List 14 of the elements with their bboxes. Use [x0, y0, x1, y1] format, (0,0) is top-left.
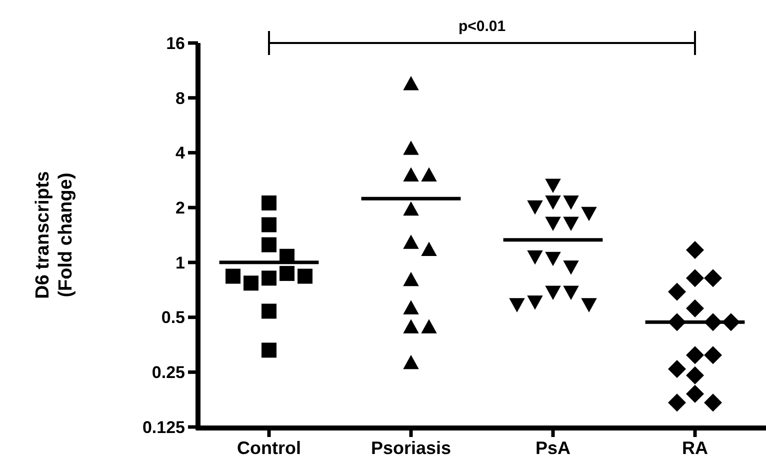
y-tick-label: 16: [166, 34, 185, 53]
x-tick-label: Control: [237, 438, 301, 458]
x-tick-label: Psoriasis: [370, 438, 452, 458]
y-tick-label: 0.5: [161, 308, 185, 328]
text: p<0.01: [458, 18, 506, 35]
x-tick-label: PsA: [535, 438, 571, 458]
y-tick-label: 2: [176, 198, 185, 218]
y-tick-label: 0.25: [152, 363, 185, 382]
y-tick-label: 1: [176, 253, 185, 272]
y-tick-label: 0.125: [142, 418, 185, 437]
y-axis-title: D6 transcripts (Fold change): [32, 171, 76, 299]
x-tick-label: RA: [682, 438, 708, 458]
y-tick-label: 4: [176, 144, 186, 163]
y-tick-label: 8: [176, 88, 185, 108]
